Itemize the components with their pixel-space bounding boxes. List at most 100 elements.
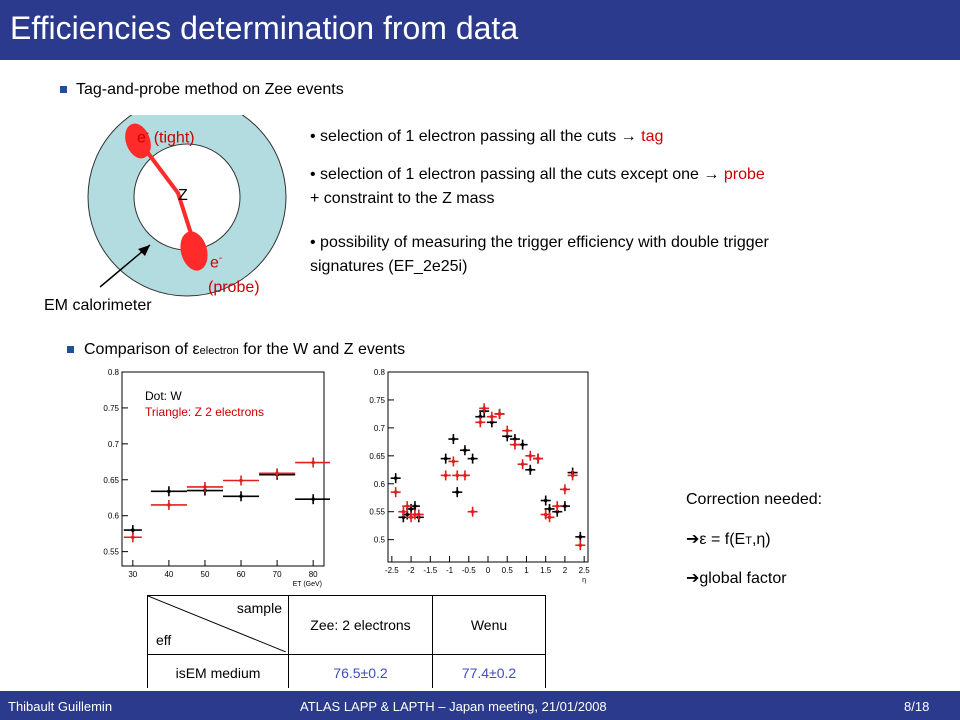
data-point (393, 476, 398, 480)
efficiency-table: sample eff Zee: 2 electrons Wenu isEM me… (147, 595, 546, 692)
data-point (405, 512, 410, 517)
y-tick-label: 0.5 (374, 536, 386, 545)
arrow-icon: ➔ (686, 570, 700, 587)
data-point (311, 497, 315, 501)
bullet-trigger: • possibility of measuring the trigger e… (310, 234, 769, 251)
data-point (578, 543, 583, 548)
data-point (482, 406, 486, 411)
data-point (555, 509, 560, 514)
x-tick-label: -2.5 (385, 566, 399, 575)
data-point (239, 478, 243, 483)
table-value-zee: 76.5±0.2 (288, 654, 433, 692)
probe-electron-label: e- (210, 253, 223, 272)
data-point (409, 515, 413, 520)
x-axis-label: η (582, 577, 586, 584)
x-tick-label: -1.5 (423, 566, 437, 575)
bullet-tag: • selection of 1 electron passing all th… (310, 128, 664, 145)
table-corner-cell: sample eff (147, 595, 289, 655)
slide-title: Efficiencies determination from data (10, 10, 519, 46)
section2-heading: Comparison of εelectron for the W and Z … (84, 341, 406, 358)
legend-z: Triangle: Z 2 electrons (145, 405, 264, 419)
footer-page: 8/18 (904, 699, 930, 714)
bullet-probe: • selection of 1 electron passing all th… (310, 166, 765, 183)
data-point (555, 504, 560, 508)
data-point (520, 442, 525, 447)
correction-line1: ➔ε = f(ET,η) (686, 531, 771, 548)
data-point (455, 473, 460, 478)
title-bar: Efficiencies determination from data (0, 0, 960, 60)
table-header-zee: Zee: 2 electrons (288, 595, 433, 655)
data-point (393, 490, 398, 494)
x-tick-label: 40 (164, 570, 173, 579)
data-point (563, 487, 567, 492)
zee-diagram (87, 115, 287, 297)
chart-efficiency-vs-eta: -2.5 -2 -1.5 -1 -0.5 0 0.5 1 1.5 2 2.5 0.5 0.55 0.6 0.… (364, 366, 596, 584)
data-point (413, 504, 417, 508)
data-point (401, 509, 406, 514)
x-tick-label: -0.5 (462, 566, 476, 575)
x-tick-label: 0.5 (502, 566, 514, 575)
data-point (513, 442, 517, 447)
data-point (478, 414, 483, 419)
data-point (443, 473, 448, 478)
table-header-wenu: Wenu (432, 595, 546, 655)
y-tick-label: 0.8 (374, 368, 386, 377)
y-tick-label: 0.7 (108, 440, 120, 449)
data-point (578, 535, 583, 539)
data-point (547, 515, 552, 520)
data-point (443, 456, 448, 461)
y-tick-label: 0.55 (369, 508, 385, 517)
data-point (470, 456, 475, 461)
footer-author: Thibault Guillemin (8, 699, 113, 714)
y-tick-label: 0.6 (108, 512, 120, 521)
y-tick-label: 0.7 (374, 424, 386, 433)
footer-bar (0, 688, 960, 720)
data-point (409, 507, 413, 511)
square-bullet-icon (60, 86, 67, 93)
data-point (203, 485, 207, 489)
x-tick-label: 50 (201, 570, 210, 579)
data-point (405, 504, 410, 508)
probe-suffix-label: (probe) (208, 279, 260, 296)
footer-event: ATLAS LAPP & LAPTH – Japan meeting, 21/0… (300, 699, 607, 714)
data-point (528, 454, 533, 458)
y-tick-label: 0.55 (103, 548, 119, 557)
z-label: Z (178, 187, 188, 204)
data-point (239, 494, 243, 499)
data-point (416, 512, 421, 517)
tight-electron (125, 123, 151, 159)
x-tick-label: 60 (237, 570, 246, 579)
arrow-icon: ➔ (686, 531, 700, 548)
data-point (528, 467, 533, 472)
data-point (470, 509, 475, 514)
data-point (490, 420, 494, 425)
y-tick-label: 0.75 (103, 404, 119, 413)
tight-electron-label: e- (tight) (137, 128, 195, 147)
plot-frame (121, 371, 325, 567)
data-point (570, 473, 575, 478)
data-point (543, 512, 548, 517)
data-point (451, 437, 456, 441)
y-tick-label: 0.6 (374, 480, 386, 489)
footer-rule (0, 688, 960, 691)
data-point (167, 489, 171, 494)
data-point (463, 473, 467, 478)
data-point (451, 459, 456, 464)
x-tick-label: 0 (486, 566, 491, 575)
data-point (401, 515, 406, 520)
y-tick-label: 0.8 (108, 368, 120, 377)
corner-sample: sample (236, 600, 282, 616)
data-point (311, 460, 315, 465)
x-tick-label: 1 (524, 566, 529, 575)
data-point (520, 462, 525, 467)
x-tick-label: -1 (446, 566, 454, 575)
square-bullet-icon (67, 346, 74, 353)
data-point (505, 428, 510, 433)
probe-electron (180, 231, 208, 271)
electron-track (140, 143, 196, 244)
data-point (167, 503, 171, 507)
x-tick-label: 70 (273, 570, 282, 579)
chart-background (364, 366, 596, 584)
data-point (513, 437, 517, 441)
data-point (497, 412, 502, 416)
